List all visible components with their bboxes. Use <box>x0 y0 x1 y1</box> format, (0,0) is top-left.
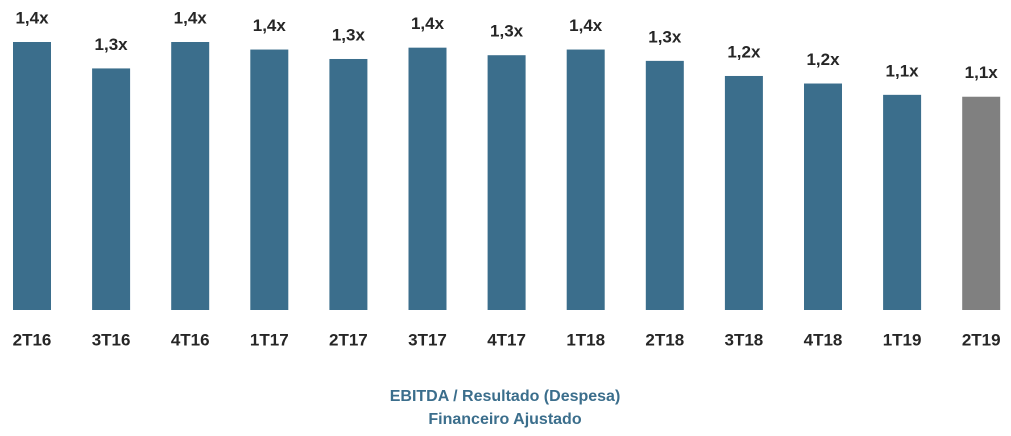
x-tick-label: 2T18 <box>645 330 684 349</box>
x-tick-label: 4T16 <box>171 330 210 349</box>
value-label: 1,1x <box>965 63 999 82</box>
value-label: 1,2x <box>727 42 761 61</box>
bar <box>487 55 526 310</box>
value-label: 1,4x <box>253 16 287 35</box>
bar <box>883 94 922 311</box>
value-label: 1,3x <box>648 27 682 46</box>
bar <box>804 83 842 311</box>
value-label: 1,2x <box>806 50 840 69</box>
value-label: 1,4x <box>411 14 445 33</box>
bar <box>92 68 131 310</box>
value-label: 1,4x <box>15 8 49 27</box>
chart-title: Financeiro Ajustado <box>428 411 581 428</box>
x-tick-label: 1T18 <box>566 330 605 349</box>
value-label: 1,3x <box>332 25 366 44</box>
value-label: 1,3x <box>490 22 524 41</box>
value-label: 1,4x <box>569 16 603 35</box>
bar <box>329 58 368 310</box>
chart-title: EBITDA / Resultado (Despesa) <box>390 388 621 405</box>
x-tick-label: 3T17 <box>408 330 447 349</box>
bar <box>408 47 447 310</box>
x-tick-label: 4T18 <box>804 330 843 349</box>
x-tick-label: 3T18 <box>725 330 764 349</box>
bar <box>13 42 51 310</box>
x-tick-label: 1T17 <box>250 330 289 349</box>
x-tick-label: 1T19 <box>883 330 922 349</box>
x-tick-label: 3T16 <box>92 330 131 349</box>
value-label: 1,3x <box>95 35 129 54</box>
value-label: 1,4x <box>174 8 208 27</box>
bar <box>250 49 289 311</box>
x-tick-label: 2T16 <box>13 330 52 349</box>
x-tick-label: 4T17 <box>487 330 526 349</box>
bar <box>566 49 605 311</box>
bar <box>962 96 1001 310</box>
bar <box>645 60 684 311</box>
bar <box>724 75 763 310</box>
bar <box>171 42 210 310</box>
value-label: 1,1x <box>886 61 920 80</box>
x-tick-label: 2T17 <box>329 330 368 349</box>
x-tick-label: 2T19 <box>962 330 1001 349</box>
